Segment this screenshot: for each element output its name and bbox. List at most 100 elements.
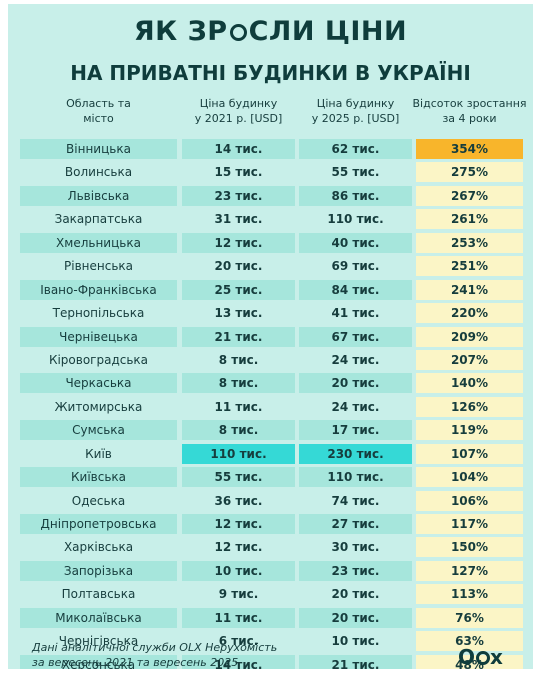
header-price-2021-line1: Ціна будинку xyxy=(199,97,278,110)
growth-cell: 207% xyxy=(416,349,523,370)
table-row: Полтавська 9 тис. 20 тис. 113% xyxy=(8,583,533,606)
price-2025-cell: 27 тис. xyxy=(299,514,412,534)
growth-cell: 354% xyxy=(416,139,523,159)
table-row: Волинська 15 тис. 55 тис. 275% xyxy=(8,161,533,184)
table-row: Київська 55 тис. 110 тис. 104% xyxy=(8,466,533,489)
region-cell: Чернігівська xyxy=(20,631,177,652)
header-region-line2: місто xyxy=(83,112,114,125)
price-2025-cell: 30 тис. xyxy=(299,537,412,558)
table-row: Херсонська 14 тис. 21 тис. 48% xyxy=(8,654,533,669)
price-2025-cell: 20 тис. xyxy=(299,373,412,394)
growth-cell: 106% xyxy=(416,490,523,511)
region-cell: Житомирська xyxy=(20,396,177,417)
table-row: Чернівецька 21 тис. 67 тис. 209% xyxy=(8,326,533,349)
growth-cell: 251% xyxy=(416,256,523,277)
region-cell: Кіровоградська xyxy=(20,349,177,370)
price-2021-cell: 110 тис. xyxy=(182,443,295,464)
table-row: Хмельницька 12 тис. 40 тис. 253% xyxy=(8,232,533,255)
region-cell: Дніпропетровська xyxy=(20,514,177,534)
price-2021-cell: 55 тис. xyxy=(182,467,295,488)
table-row: Кіровоградська 8 тис. 24 тис. 207% xyxy=(8,349,533,372)
price-2025-cell: 40 тис. xyxy=(299,232,412,253)
growth-cell: 267% xyxy=(416,185,523,206)
header-region-line1: Область та xyxy=(66,97,131,110)
price-2025-cell: 10 тис. xyxy=(299,631,412,652)
logo-ring xyxy=(476,651,491,665)
growth-cell: 220% xyxy=(416,303,523,324)
price-2025-cell: 20 тис. xyxy=(299,607,412,628)
header-growth-line2: за 4 роки xyxy=(442,112,497,125)
price-2021-cell: 31 тис. xyxy=(182,209,295,230)
logo-letter-o: O xyxy=(458,645,477,669)
region-cell: Харківська xyxy=(20,537,177,558)
price-2021-cell: 20 тис. xyxy=(182,256,295,277)
table-row: Миколаївська 11 тис. 20 тис. 76% xyxy=(8,607,533,630)
region-cell: Івано-Франківська xyxy=(20,279,177,300)
price-2025-cell: 20 тис. xyxy=(299,584,412,605)
growth-cell: 253% xyxy=(416,232,523,253)
growth-cell: 261% xyxy=(416,209,523,230)
price-2021-cell: 36 тис. xyxy=(182,490,295,511)
region-cell: Сумська xyxy=(20,420,177,441)
growth-cell: 127% xyxy=(416,560,523,581)
source-note-line1: Дані аналітичної служби OLX Нерухомість xyxy=(32,641,278,654)
region-cell: Херсонська xyxy=(20,654,177,669)
price-2025-cell: 21 тис. xyxy=(299,654,412,669)
region-cell: Полтавська xyxy=(20,584,177,605)
price-2021-cell: 8 тис. xyxy=(182,420,295,441)
table-row: Харківська 12 тис. 30 тис. 150% xyxy=(8,536,533,559)
price-2025-cell: 62 тис. xyxy=(299,139,412,159)
price-2021-cell: 6 тис. xyxy=(182,631,295,652)
price-2025-cell: 230 тис. xyxy=(299,443,412,464)
table-row: Одеська 36 тис. 74 тис. 106% xyxy=(8,490,533,513)
price-2021-cell: 14 тис. xyxy=(182,139,295,159)
region-cell: Запорізька xyxy=(20,560,177,581)
price-2021-cell: 23 тис. xyxy=(182,185,295,206)
header-price-2025-line1: Ціна будинку xyxy=(316,97,395,110)
table-row: Закарпатська 31 тис. 110 тис. 261% xyxy=(8,208,533,231)
price-2021-cell: 25 тис. xyxy=(182,279,295,300)
header-growth-line1: Відсоток зростання xyxy=(412,97,527,110)
growth-cell: 117% xyxy=(416,514,523,534)
price-2025-cell: 110 тис. xyxy=(299,209,412,230)
source-note-line2: за вересень 2021 та вересень 2025 xyxy=(32,656,239,669)
table-row: Івано-Франківська 25 тис. 84 тис. 241% xyxy=(8,279,533,302)
price-2021-cell: 14 тис. xyxy=(182,654,295,669)
region-cell: Київ xyxy=(20,443,177,464)
header-region: Область та місто xyxy=(20,96,177,126)
price-2021-cell: 10 тис. xyxy=(182,560,295,581)
table-row: Дніпропетровська 12 тис. 27 тис. 117% xyxy=(8,513,533,536)
price-2021-cell: 11 тис. xyxy=(182,607,295,628)
region-cell: Чернівецька xyxy=(20,326,177,347)
table-row: Чернігівська 6 тис. 10 тис. 63% xyxy=(8,630,533,653)
region-cell: Черкаська xyxy=(20,373,177,394)
growth-cell: 150% xyxy=(416,537,523,558)
header-price-2021: Ціна будинку у 2021 р. [USD] xyxy=(182,96,295,126)
growth-cell: 113% xyxy=(416,584,523,605)
growth-cell: 104% xyxy=(416,467,523,488)
growth-cell: 140% xyxy=(416,373,523,394)
table-row: Тернопільська 13 тис. 41 тис. 220% xyxy=(8,302,533,325)
source-note: Дані аналітичної служби OLX Нерухомість … xyxy=(32,640,277,669)
region-cell: Рівненська xyxy=(20,256,177,277)
region-cell: Волинська xyxy=(20,162,177,183)
price-2025-cell: 84 тис. xyxy=(299,279,412,300)
table-row: Київ 110 тис. 230 тис. 107% xyxy=(8,443,533,466)
growth-cell: 209% xyxy=(416,326,523,347)
table-row: Вінницька 14 тис. 62 тис. 354% xyxy=(8,138,533,161)
growth-cell: 126% xyxy=(416,396,523,417)
region-cell: Хмельницька xyxy=(20,232,177,253)
region-cell: Вінницька xyxy=(20,139,177,159)
price-2025-cell: 86 тис. xyxy=(299,185,412,206)
title-line-1: ЯК ЗР СЛИ ЦІНИ xyxy=(8,16,533,47)
price-2021-cell: 8 тис. xyxy=(182,349,295,370)
region-cell: Одеська xyxy=(20,490,177,511)
price-table: Вінницька 14 тис. 62 тис. 354% Волинська 15 т… xyxy=(8,138,533,669)
infographic-card: ЯК ЗР СЛИ ЦІНИ НА ПРИВАТНІ БУДИНКИ В УКРА… xyxy=(8,4,533,669)
price-2025-cell: 24 тис. xyxy=(299,396,412,417)
growth-cell: 107% xyxy=(416,443,523,464)
price-2025-cell: 69 тис. xyxy=(299,256,412,277)
logo-letter-x: x xyxy=(490,645,504,669)
price-2025-cell: 55 тис. xyxy=(299,162,412,183)
price-2021-cell: 13 тис. xyxy=(182,303,295,324)
